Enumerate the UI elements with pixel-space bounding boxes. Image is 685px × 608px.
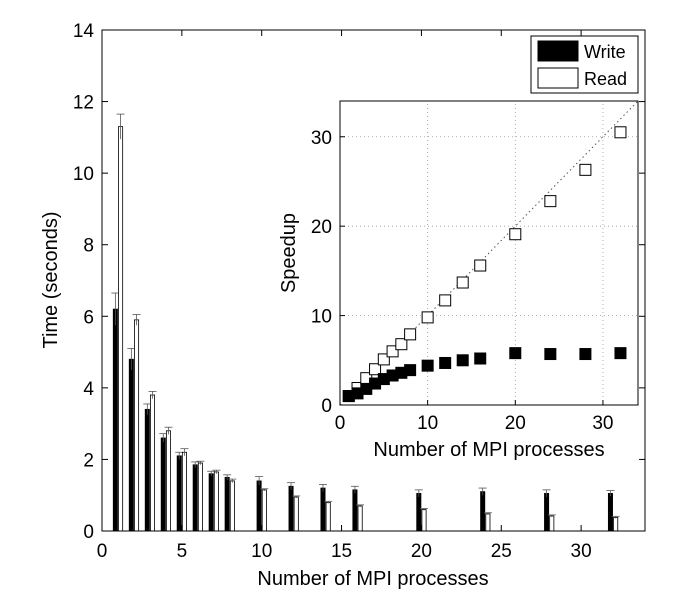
marker-write: [579, 348, 592, 361]
bar-read: [229, 480, 235, 532]
inset-markers: [342, 126, 627, 403]
bar-write: [192, 464, 198, 532]
main-y-axis-title: Time (seconds): [40, 211, 62, 348]
bar-write: [144, 408, 150, 532]
legend-read-label: Read: [584, 69, 627, 89]
bar-write: [128, 358, 134, 532]
bar-read: [165, 430, 171, 532]
inset-x-axis-title: Number of MPI processes: [373, 439, 604, 461]
marker-write: [456, 354, 469, 367]
inset-plot: 0 10 20 30 0 10 20 30 Number of MPI processes S…: [278, 100, 639, 461]
marker-write: [544, 348, 557, 361]
marker-read: [369, 363, 382, 376]
inset-x-tick-label: 20: [505, 413, 526, 434]
bar-read: [213, 471, 219, 532]
inset-x-tick-label: 30: [592, 413, 613, 434]
bar-write: [544, 493, 550, 532]
inset-y-tick-label: 10: [311, 307, 332, 328]
bar-write: [208, 473, 214, 532]
x-tick-label: 30: [571, 541, 592, 562]
y-tick-label: 12: [73, 93, 94, 114]
legend-read-swatch: [537, 67, 579, 89]
marker-read: [509, 228, 522, 241]
y-tick-label: 8: [83, 236, 94, 257]
inset-plot-frame: [339, 100, 639, 406]
marker-write: [421, 359, 434, 372]
legend-write-swatch: [537, 40, 579, 62]
bar-read: [357, 505, 363, 532]
bar-write: [112, 308, 118, 532]
y-tick-label: 4: [83, 379, 94, 400]
inset-y-tick-label: 30: [311, 128, 332, 149]
marker-read: [579, 163, 592, 176]
main-ticks: 0 5 10 15 20 25 30 0 2 4 6 8 10 12 14: [73, 21, 645, 562]
bar-read: [181, 451, 187, 532]
bar-write: [320, 487, 326, 532]
y-tick-label: 10: [73, 164, 94, 185]
bar-read: [549, 515, 555, 532]
x-tick-label: 25: [491, 541, 512, 562]
marker-read: [544, 195, 557, 208]
bar-read: [197, 462, 203, 532]
inset-grid: [340, 101, 638, 405]
main-x-axis-title: Number of MPI processes: [257, 568, 488, 590]
bar-write: [224, 476, 230, 532]
marker-write: [509, 347, 522, 360]
bar-read: [613, 517, 619, 532]
marker-write: [614, 347, 627, 360]
x-tick-label: 20: [411, 541, 432, 562]
marker-read: [377, 353, 390, 366]
marker-read: [474, 259, 487, 272]
marker-write: [439, 356, 452, 369]
inset-y-axis-title: Speedup: [278, 213, 300, 293]
main-plot-frame: [101, 29, 646, 532]
y-tick-label: 6: [83, 307, 94, 328]
marker-read: [421, 311, 434, 324]
bar-read: [118, 126, 124, 532]
bar-read: [261, 489, 267, 532]
marker-read: [439, 294, 452, 307]
marker-read: [456, 276, 469, 289]
marker-read: [404, 328, 417, 341]
legend: Write Read: [530, 35, 639, 94]
x-tick-label: 5: [177, 541, 188, 562]
bar-read: [421, 509, 427, 532]
inset-ticks: 0 10 20 30 0 10 20 30: [311, 128, 614, 434]
marker-read: [386, 345, 399, 358]
bar-write: [352, 489, 358, 532]
x-tick-label: 10: [251, 541, 272, 562]
bar-read: [293, 496, 299, 532]
bar-write: [416, 493, 422, 532]
marker-write: [474, 352, 487, 365]
legend-write-label: Write: [584, 42, 626, 62]
y-tick-label: 14: [73, 21, 95, 42]
bar-read: [134, 319, 140, 532]
bar-write: [480, 491, 486, 532]
y-tick-label: 2: [83, 450, 94, 471]
y-tick-label: 0: [83, 522, 94, 543]
bar-read: [485, 513, 491, 532]
bar-write: [176, 455, 182, 532]
inset-x-tick-label: 10: [417, 413, 438, 434]
inset-x-tick-label: 0: [335, 413, 346, 434]
bar-write: [288, 485, 294, 532]
x-tick-label: 15: [331, 541, 352, 562]
inset-y-tick-label: 0: [321, 396, 332, 417]
marker-read: [614, 126, 627, 139]
bar-write: [160, 437, 166, 532]
inset-y-tick-label: 20: [311, 217, 332, 238]
bar-write: [607, 493, 613, 532]
marker-read: [395, 338, 408, 351]
x-tick-label: 0: [97, 541, 108, 562]
inset-reference-line: [339, 100, 639, 406]
marker-write: [404, 364, 417, 377]
bar-read: [150, 394, 156, 532]
bar-read: [325, 501, 331, 532]
